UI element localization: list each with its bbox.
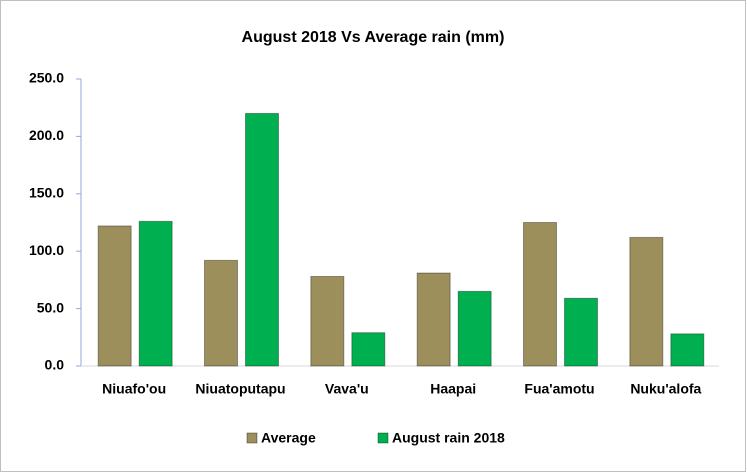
bar	[138, 220, 173, 367]
y-tick-label: 200.0	[29, 127, 64, 143]
bar	[457, 290, 492, 367]
y-tick-label: 50.0	[37, 299, 64, 315]
x-tick-label: Nuku'alofa	[630, 381, 701, 397]
y-tick-label: 150.0	[29, 185, 64, 201]
y-tick-label: 0.0	[45, 357, 65, 373]
bar	[670, 333, 705, 367]
chart-title: August 2018 Vs Average rain (mm)	[242, 29, 505, 46]
bar	[245, 112, 279, 367]
x-tick-label: Niuafo'ou	[102, 381, 166, 397]
bar	[629, 236, 664, 367]
y-tick-label: 250.0	[29, 70, 64, 86]
legend-label: Average	[261, 430, 316, 446]
x-tick-label: Vava'u	[325, 381, 369, 397]
bar	[523, 222, 557, 367]
bar	[564, 297, 598, 367]
bar	[416, 272, 451, 367]
bar	[310, 275, 345, 367]
bar	[351, 332, 386, 367]
legend-swatch	[377, 432, 389, 444]
bar	[97, 225, 132, 367]
x-tick-label: Haapai	[430, 381, 476, 397]
legend-label: August rain 2018	[392, 430, 505, 446]
x-tick-label: Niuatoputapu	[195, 381, 285, 397]
bar	[204, 259, 238, 367]
y-tick-label: 100.0	[29, 242, 64, 258]
x-tick-label: Fua'amotu	[524, 381, 594, 397]
legend-swatch	[246, 432, 258, 444]
